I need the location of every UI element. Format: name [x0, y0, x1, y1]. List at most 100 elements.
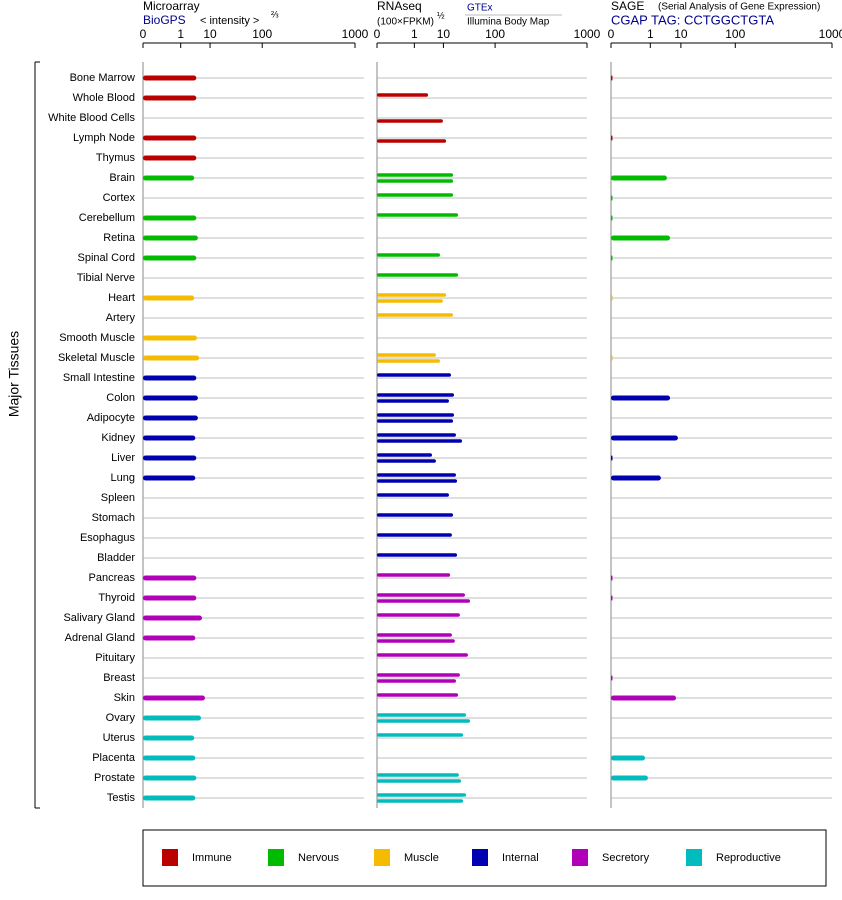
bar: [611, 295, 613, 301]
bar: [377, 373, 451, 377]
bar: [377, 673, 460, 677]
category-label: Breast: [103, 672, 135, 684]
bar: [377, 493, 449, 497]
x-tick-label: 100: [485, 27, 505, 41]
bar: [143, 715, 201, 721]
bar: [611, 595, 613, 601]
bar: [377, 679, 456, 683]
category-label: Liver: [111, 452, 135, 464]
bar: [377, 179, 454, 183]
legend-label: Muscle: [404, 852, 439, 864]
bar: [377, 513, 454, 517]
bar: [611, 195, 613, 201]
bar: [377, 139, 447, 143]
bar: [143, 235, 198, 241]
y-axis-label: Major Tissues: [6, 331, 22, 417]
bar: [143, 635, 196, 641]
x-tick-label: 1000: [819, 27, 842, 41]
bar: [377, 393, 455, 397]
legend-label: Reproductive: [716, 852, 781, 864]
legend-swatch: [268, 849, 284, 866]
panel-title: Microarray: [143, 0, 200, 13]
category-label: Thymus: [96, 152, 136, 164]
bar: [143, 755, 196, 761]
x-tick-label: 10: [203, 27, 217, 41]
legend-box: [142, 829, 827, 887]
category-label: Lung: [111, 472, 135, 484]
bar: [377, 713, 467, 717]
scale-exponent: ⅔: [271, 9, 279, 19]
x-tick-label: 1: [647, 27, 654, 41]
category-label: Pancreas: [89, 572, 136, 584]
category-label: Colon: [106, 392, 135, 404]
category-label: Stomach: [92, 512, 135, 524]
bar: [377, 639, 455, 643]
x-tick-label: 0: [140, 27, 147, 41]
bar: [377, 433, 456, 437]
legend-label: Nervous: [298, 852, 339, 864]
legend-swatch: [572, 849, 588, 866]
category-label: Salivary Gland: [63, 612, 135, 624]
category-label: Tibial Nerve: [77, 272, 135, 284]
category-label: Skeletal Muscle: [58, 352, 135, 364]
bar: [377, 193, 454, 197]
category-label: Placenta: [92, 752, 136, 764]
legend-label: Immune: [192, 852, 232, 864]
bar: [611, 475, 661, 481]
x-tick-label: 1: [177, 27, 184, 41]
category-label: Skin: [114, 692, 135, 704]
category-label: White Blood Cells: [48, 112, 135, 124]
bar: [377, 719, 471, 723]
bar: [377, 453, 432, 457]
bar: [611, 775, 648, 781]
bar: [377, 93, 429, 97]
x-tick-label: 1: [411, 27, 418, 41]
bar: [143, 455, 197, 461]
category-label: Lymph Node: [73, 132, 135, 144]
bar: [143, 795, 196, 801]
bar: [143, 175, 195, 181]
bar: [377, 299, 443, 303]
bar: [377, 313, 454, 317]
bar: [611, 395, 671, 401]
bar: [143, 135, 197, 141]
bar: [143, 775, 197, 781]
bar: [611, 175, 667, 181]
legend-swatch: [162, 849, 178, 866]
category-label: Kidney: [101, 432, 135, 444]
bar: [377, 439, 463, 443]
bar: [377, 419, 454, 423]
bar: [143, 595, 197, 601]
category-label: Pituitary: [95, 652, 135, 664]
bar: [377, 119, 443, 123]
bar: [377, 213, 459, 217]
x-tick-label: 0: [608, 27, 615, 41]
bar: [143, 375, 197, 381]
category-label: Cerebellum: [79, 212, 135, 224]
scale-exponent: ½: [437, 10, 445, 20]
bar: [377, 353, 436, 357]
bar: [377, 593, 465, 597]
category-label: Smooth Muscle: [59, 332, 135, 344]
x-tick-label: 100: [725, 27, 745, 41]
bar: [143, 215, 197, 221]
bar: [143, 395, 198, 401]
bar: [143, 695, 205, 701]
bar: [611, 695, 677, 701]
bar: [611, 575, 613, 581]
bar: [611, 755, 645, 761]
x-tick-label: 10: [437, 27, 451, 41]
category-label: Brain: [109, 172, 135, 184]
bar: [377, 733, 464, 737]
x-tick-label: 0: [374, 27, 381, 41]
bar: [143, 415, 198, 421]
x-tick-label: 100: [252, 27, 272, 41]
scale-label: < intensity >: [200, 15, 259, 27]
bar: [377, 473, 456, 477]
bar: [611, 255, 613, 261]
bar: [377, 693, 459, 697]
bar: [377, 399, 449, 403]
category-label: Bone Marrow: [70, 72, 135, 84]
bar: [611, 455, 613, 461]
